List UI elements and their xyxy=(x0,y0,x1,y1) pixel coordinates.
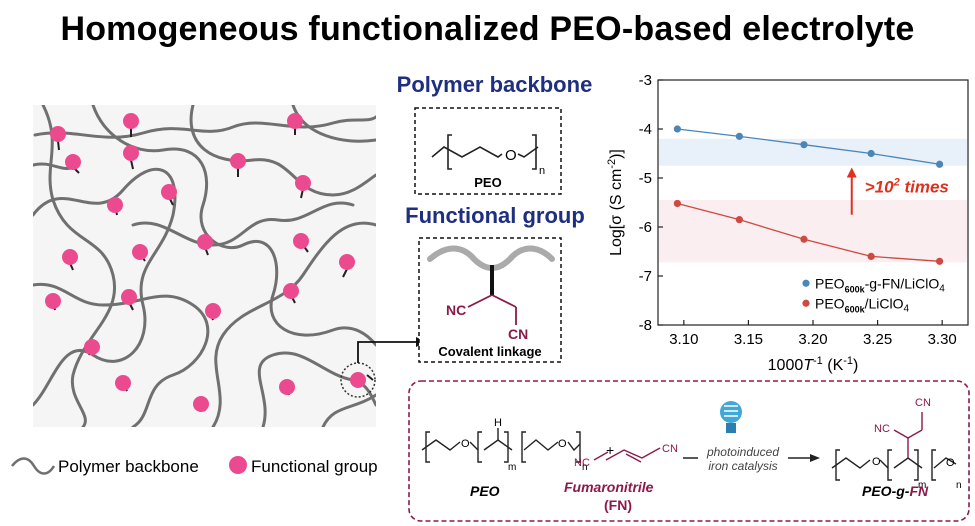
y-tick-label: -3 xyxy=(639,72,652,89)
fumaronitrile-label: Fumaronitrile xyxy=(564,479,654,495)
polymer-network-svg xyxy=(31,103,378,429)
functional-group-dots xyxy=(45,113,366,412)
lamp-icon xyxy=(720,401,742,433)
y-tick-label: -4 xyxy=(639,121,652,138)
peo-reactant-structure xyxy=(421,428,581,463)
product-nc: NC xyxy=(874,423,890,435)
peo-oxygen: O xyxy=(505,147,517,164)
reaction-arrow-head xyxy=(810,454,820,462)
x-tick-label: 3.20 xyxy=(798,331,827,348)
polymer-chains xyxy=(31,103,378,429)
y-tick-label: -7 xyxy=(639,268,652,285)
linkage-label: Covalent linkage xyxy=(438,344,541,359)
product-cn: CN xyxy=(915,397,931,409)
x-ticks: 3.10 3.15 3.20 3.25 3.30 xyxy=(669,320,957,348)
product-label: PEO-g-FN xyxy=(862,483,929,499)
product-o2: O xyxy=(946,457,955,469)
reaction-scheme: O O H m n PEO + NC CN Fumaronitrile (FN)… xyxy=(408,380,970,522)
pink-dot-icon xyxy=(229,456,247,474)
reaction-frame xyxy=(408,380,970,522)
fn-nc: NC xyxy=(574,457,590,469)
arrow-label-line1: photoinduced xyxy=(706,445,779,459)
product-label-a: PEO-g- xyxy=(862,483,910,499)
data-point xyxy=(867,252,875,260)
peo-o2: O xyxy=(558,438,567,450)
x-tick-label: 3.10 xyxy=(669,331,698,348)
peo-reactant-label: PEO xyxy=(470,483,500,499)
peo-n: n xyxy=(582,462,588,473)
chart-annotation: >102 times xyxy=(846,167,949,215)
y-axis-label: Log[σ (S cm-2)] xyxy=(606,149,625,256)
legend-functional-label: Functional group xyxy=(251,457,378,476)
network-legend: Polymer backbone Functional group xyxy=(11,456,378,476)
arrow-label-bg xyxy=(698,443,788,475)
data-point xyxy=(800,141,808,149)
peo-subscript: n xyxy=(539,165,545,177)
legend-label-1: PEO600k/LiClO4 xyxy=(815,295,910,314)
backbone-header: Polymer backbone xyxy=(396,72,593,97)
peo-m: m xyxy=(508,462,516,473)
y-tick-label: -8 xyxy=(639,317,652,334)
y-ticks: -3 -4 -5 -6 -7 -8 xyxy=(639,72,663,334)
chart-series xyxy=(673,125,944,265)
wave-icon xyxy=(11,457,56,475)
series-band-1 xyxy=(659,200,967,263)
data-point xyxy=(800,235,808,243)
conductivity-chart: 3.10 3.15 3.20 3.25 3.30 -3 -4 -5 -6 -7 -8 >102 t… xyxy=(606,72,969,374)
data-point xyxy=(867,149,875,158)
y-tick-label: -5 xyxy=(639,170,652,187)
arrow-label-line2: iron catalysis xyxy=(708,459,777,473)
plus-sign: + xyxy=(606,442,614,458)
product-n: n xyxy=(956,480,962,491)
legend-marker-0 xyxy=(802,279,810,287)
data-point xyxy=(673,199,681,208)
series-band-0 xyxy=(659,138,967,166)
data-point xyxy=(673,125,681,133)
data-point xyxy=(935,160,944,168)
linkage-cn: CN xyxy=(508,326,528,342)
product-o1: O xyxy=(872,456,881,468)
page-title: Homogeneous functionalized PEO-based ele… xyxy=(60,10,915,48)
functional-header: Functional group xyxy=(405,203,585,228)
fumaronitrile-structure xyxy=(593,451,609,461)
y-tick-label: -6 xyxy=(639,219,652,236)
legend-marker-1 xyxy=(802,299,810,307)
improvement-arrow-head xyxy=(846,167,857,178)
x-tick-label: 3.25 xyxy=(863,331,892,348)
polymer-network-panel xyxy=(31,103,378,429)
chart-bands xyxy=(659,138,967,263)
product-side-chain xyxy=(893,412,923,458)
peo-box-label: PEO xyxy=(474,175,501,190)
data-point xyxy=(735,132,743,140)
product-m: m xyxy=(918,480,926,491)
x-tick-label: 3.15 xyxy=(734,331,763,348)
peo-o1: O xyxy=(461,438,470,450)
data-point xyxy=(935,257,944,265)
linkage-nc: NC xyxy=(446,302,466,318)
zoom-highlight-circle xyxy=(340,362,376,398)
fn-cn: CN xyxy=(662,443,678,455)
x-axis-label: 1000T-1 (K-1) xyxy=(768,355,859,374)
product-label-b: FN xyxy=(909,483,929,499)
fn-bonds xyxy=(605,447,661,463)
linkage-box: NC CN Covalent linkage xyxy=(418,237,562,363)
improvement-label: >102 times xyxy=(865,177,949,197)
legend-backbone-label: Polymer backbone xyxy=(58,457,199,476)
peo-h: H xyxy=(494,417,502,429)
peo-structure-box: O n PEO xyxy=(414,107,562,195)
fn-label: (FN) xyxy=(604,497,632,513)
legend-label-0: PEO600k-g-FN/LiClO4 xyxy=(815,275,945,294)
data-point xyxy=(735,216,743,224)
x-tick-label: 3.30 xyxy=(928,331,957,348)
